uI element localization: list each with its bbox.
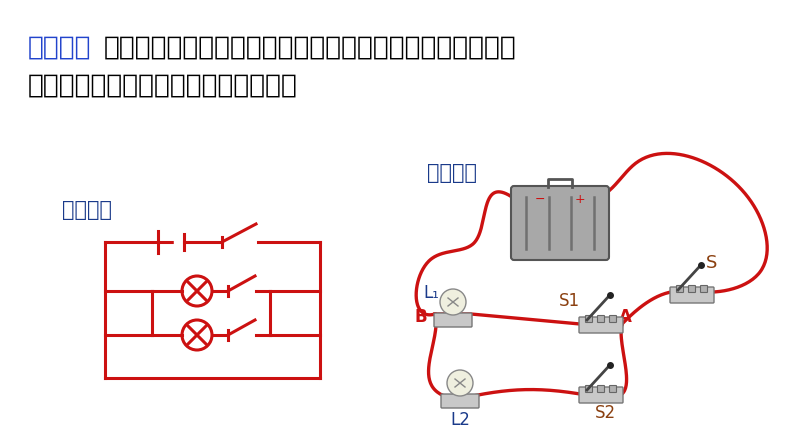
FancyBboxPatch shape [585, 316, 592, 322]
Text: ：把几个元件的一端连在一起另一端也连在一起，然后把两: ：把几个元件的一端连在一起另一端也连在一起，然后把两 [104, 35, 517, 61]
FancyBboxPatch shape [585, 385, 592, 392]
FancyBboxPatch shape [670, 287, 714, 303]
Text: B: B [415, 308, 428, 326]
Text: 并联电路: 并联电路 [28, 35, 91, 61]
FancyBboxPatch shape [598, 316, 604, 322]
Text: +: + [575, 193, 585, 206]
Text: 端接入电路，这样的连接方式叫并联。: 端接入电路，这样的连接方式叫并联。 [28, 73, 298, 99]
FancyBboxPatch shape [579, 387, 623, 403]
Text: −: − [534, 193, 545, 206]
Text: A: A [619, 308, 632, 326]
Text: 电路图：: 电路图： [62, 200, 112, 220]
Text: L₁: L₁ [423, 284, 439, 302]
FancyBboxPatch shape [610, 385, 616, 392]
Text: S: S [706, 254, 717, 272]
FancyBboxPatch shape [676, 286, 684, 292]
FancyBboxPatch shape [598, 385, 604, 392]
Text: S1: S1 [559, 292, 580, 310]
Text: S2: S2 [595, 404, 616, 422]
Circle shape [447, 370, 473, 396]
FancyBboxPatch shape [610, 316, 616, 322]
FancyBboxPatch shape [441, 394, 479, 408]
Text: 实物图：: 实物图： [427, 163, 477, 183]
Text: L2: L2 [450, 411, 470, 429]
Circle shape [440, 289, 466, 315]
FancyBboxPatch shape [688, 286, 696, 292]
FancyBboxPatch shape [434, 313, 472, 327]
FancyBboxPatch shape [579, 317, 623, 333]
FancyBboxPatch shape [511, 186, 609, 260]
FancyBboxPatch shape [700, 286, 707, 292]
